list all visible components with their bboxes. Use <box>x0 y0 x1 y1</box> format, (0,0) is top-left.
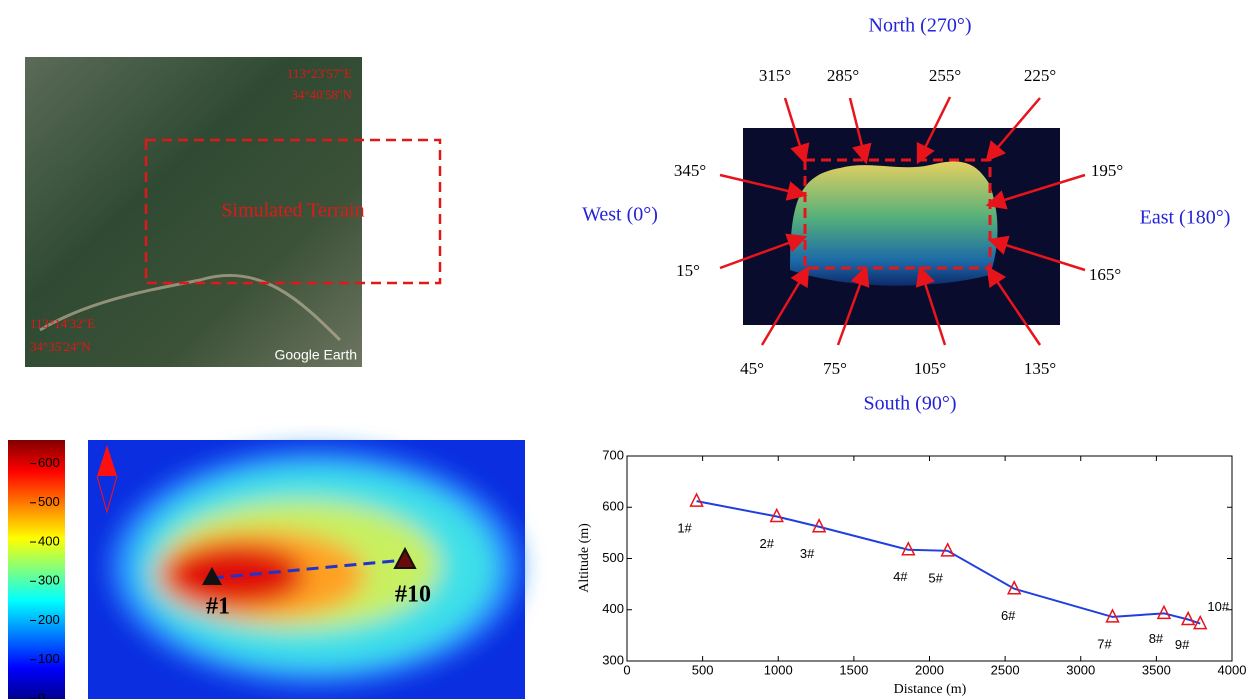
marker-label: #1 <box>206 594 230 620</box>
angle-label: 225° <box>1024 66 1056 85</box>
direction-label: East (180°) <box>1140 207 1231 229</box>
x-tick-label: 1500 <box>839 662 868 677</box>
angle-label: 135° <box>1024 359 1056 378</box>
point-label: 6# <box>1001 608 1016 623</box>
angle-label: 45° <box>740 359 764 378</box>
colorbar-tick-label: 0 <box>38 690 45 699</box>
direction-label: North (270°) <box>869 15 972 37</box>
angle-label: 165° <box>1089 265 1121 284</box>
direction-label: West (0°) <box>582 204 658 226</box>
y-tick-label: 400 <box>602 601 624 616</box>
y-tick-label: 600 <box>602 499 624 514</box>
point-label: 9# <box>1175 637 1190 652</box>
y-tick-label: 500 <box>602 550 624 565</box>
angle-label: 285° <box>827 66 859 85</box>
marker-label: #10 <box>395 582 431 608</box>
x-tick-label: 4000 <box>1218 662 1247 677</box>
x-tick-label: 0 <box>623 662 630 677</box>
attribution: Google Earth <box>275 347 358 363</box>
x-axis-label: Distance (m) <box>894 682 967 697</box>
angle-label: 15° <box>676 261 700 280</box>
x-tick-label: 500 <box>692 662 714 677</box>
plot-frame <box>627 456 1232 661</box>
coordinate: 113°14'32''E <box>30 316 95 331</box>
angle-label: 255° <box>929 66 961 85</box>
colorbar-tick-label: 500 <box>38 494 60 509</box>
point-label: 3# <box>800 546 815 561</box>
point-label: 8# <box>1149 631 1164 646</box>
x-tick-label: 2500 <box>991 662 1020 677</box>
point-label: 10# <box>1207 599 1229 614</box>
data-point <box>691 494 703 506</box>
colorbar-tick-label: 600 <box>38 455 60 470</box>
point-label: 4# <box>893 569 908 584</box>
point-label: 2# <box>760 536 775 551</box>
y-tick-label: 300 <box>602 652 624 667</box>
figure: 113°23'57''E 34°40'58''N Simulated Terra… <box>0 0 1255 699</box>
region-label: Simulated Terrain <box>221 200 364 222</box>
line-chart: Distance (m) Altitude (m) 0 500 1000 1500 20… <box>577 447 1246 697</box>
point-label: 7# <box>1097 636 1112 651</box>
point-label: 5# <box>928 570 943 585</box>
point-label: 1# <box>677 521 692 536</box>
terrain-diagram: North (270°) South (90°) West (0°) East … <box>582 15 1230 415</box>
x-tick-label: 2000 <box>915 662 944 677</box>
colorbar-tick-label: 200 <box>38 612 60 627</box>
y-tick-label: 700 <box>602 447 624 462</box>
y-axis-label: Altitude (m) <box>577 523 592 593</box>
x-tick-label: 1000 <box>764 662 793 677</box>
angle-label: 315° <box>759 66 791 85</box>
angle-label: 75° <box>823 359 847 378</box>
angle-label: 345° <box>674 161 706 180</box>
x-tick-label: 3000 <box>1066 662 1095 677</box>
heatmap-panel: #1 #10 0 100 200 300 400 500 600 <box>8 440 525 699</box>
colorbar-tick-label: 400 <box>38 533 60 548</box>
angle-label: 105° <box>914 359 946 378</box>
satellite-panel: 113°23'57''E 34°40'58''N Simulated Terra… <box>25 57 440 367</box>
coordinate: 34°35'24''N <box>30 339 91 354</box>
direction-label: South (90°) <box>864 393 957 415</box>
colorbar-tick-label: 100 <box>38 651 60 666</box>
coordinate: 34°40'58''N <box>291 87 352 102</box>
coordinate: 113°23'57''E <box>287 66 352 81</box>
colorbar-tick-label: 300 <box>38 573 60 588</box>
angle-label: 195° <box>1091 161 1123 180</box>
x-tick-label: 3500 <box>1142 662 1171 677</box>
